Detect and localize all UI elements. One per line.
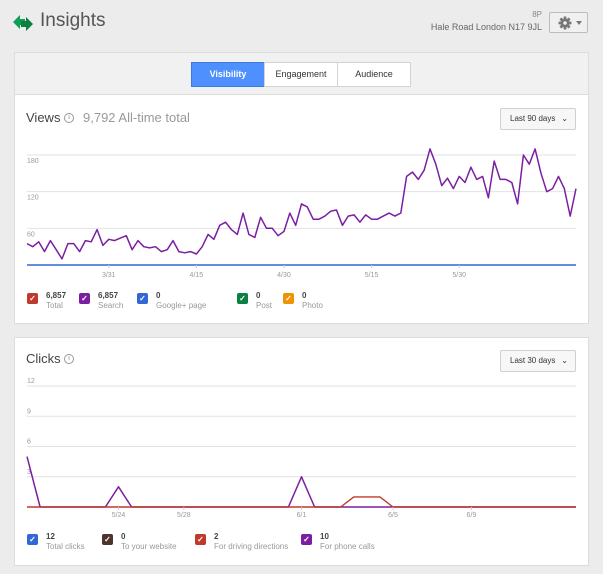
x-tick-label: 5/15	[365, 272, 379, 279]
legend-label: Google+ page	[156, 301, 207, 310]
legend-label: Photo	[302, 301, 323, 310]
info-icon[interactable]: i	[64, 113, 74, 123]
legend-value: 12	[46, 532, 55, 541]
x-tick-label: 5/30	[452, 272, 466, 279]
tab-bar: Visibility Engagement Audience	[14, 52, 589, 94]
page-header: Insights 8P Hale Road London N17 9JL	[0, 0, 603, 48]
checkbox-icon[interactable]: ✓	[27, 293, 38, 304]
views-chart: 60 120 180 3/31 4/15 4/30 5/15 5/30	[26, 148, 577, 279]
x-tick-label: 6/5	[388, 512, 398, 519]
tab-audience[interactable]: Audience	[337, 62, 411, 87]
checkbox-icon[interactable]: ✓	[102, 534, 113, 545]
legend-label: For phone calls	[320, 542, 375, 551]
x-tick-label: 6/1	[297, 512, 307, 519]
x-tick-label: 4/15	[190, 272, 204, 279]
legend-value: 2	[214, 532, 219, 541]
x-tick-label: 5/24	[112, 512, 126, 519]
chevron-down-icon: ⌄	[561, 114, 568, 123]
chevron-down-icon	[576, 21, 582, 25]
clicks-title: Clicks	[26, 351, 61, 366]
x-tick-label: 3/31	[102, 272, 116, 279]
views-range-label: Last 90 days	[510, 114, 556, 123]
legend-value: 0	[256, 291, 261, 300]
business-id: 8P	[532, 10, 542, 19]
y-tick-label: 9	[27, 408, 31, 415]
checkbox-icon[interactable]: ✓	[301, 534, 312, 545]
checkbox-icon[interactable]: ✓	[137, 293, 148, 304]
checkbox-icon[interactable]: ✓	[237, 293, 248, 304]
legend-label: Search	[98, 301, 124, 310]
chevron-down-icon: ⌄	[561, 356, 568, 365]
clicks-card: Clicks i Last 30 days ⌄ 3 6 9 12 5/24 5/28 6/1…	[14, 337, 589, 566]
checkbox-icon[interactable]: ✓	[283, 293, 294, 304]
legend-value: 0	[156, 291, 161, 300]
clicks-range-label: Last 30 days	[510, 356, 556, 365]
legend-label: For driving directions	[214, 542, 289, 551]
clicks-range-dropdown[interactable]: Last 30 days ⌄	[500, 350, 576, 372]
y-tick-label: 60	[27, 231, 35, 238]
y-tick-label: 120	[27, 195, 39, 202]
checkbox-icon[interactable]: ✓	[79, 293, 90, 304]
x-tick-label: 5/28	[177, 512, 191, 519]
gear-icon	[558, 16, 572, 30]
insights-logo-icon	[13, 15, 33, 31]
legend-value: 6,857	[46, 291, 67, 300]
legend-value: 6,857	[98, 291, 119, 300]
settings-button[interactable]	[549, 12, 588, 33]
checkbox-icon[interactable]: ✓	[27, 534, 38, 545]
x-tick-label: 4/30	[277, 272, 291, 279]
business-address: Hale Road London N17 9JL	[430, 22, 542, 32]
legend-value: 10	[320, 532, 329, 541]
page-title: Insights	[40, 10, 106, 31]
series-line	[26, 456, 576, 508]
legend-label: Total	[46, 301, 63, 310]
legend-value: 0	[121, 532, 126, 541]
legend-label: Post	[256, 301, 273, 310]
y-tick-label: 3	[27, 469, 31, 476]
y-tick-label: 6	[27, 439, 31, 446]
y-tick-label: 180	[27, 158, 39, 165]
x-tick-label: 6/9	[467, 512, 477, 519]
y-tick-label: 12	[27, 378, 35, 385]
views-range-dropdown[interactable]: Last 90 days ⌄	[500, 108, 576, 130]
series-line	[26, 148, 577, 260]
legend-label: To your website	[121, 542, 177, 551]
legend-value: 0	[302, 291, 307, 300]
info-icon[interactable]: i	[64, 354, 74, 364]
tab-engagement[interactable]: Engagement	[264, 62, 338, 87]
views-title: Views	[26, 110, 61, 125]
legend-label: Total clicks	[46, 542, 85, 551]
tab-visibility[interactable]: Visibility	[191, 62, 265, 87]
views-card: Views i 9,792 All-time total Last 90 day…	[14, 94, 589, 324]
clicks-chart: 3 6 9 12 5/24 5/28 6/1 6/5 6/9	[26, 378, 576, 519]
checkbox-icon[interactable]: ✓	[195, 534, 206, 545]
views-all-time-total: 9,792 All-time total	[83, 110, 190, 125]
